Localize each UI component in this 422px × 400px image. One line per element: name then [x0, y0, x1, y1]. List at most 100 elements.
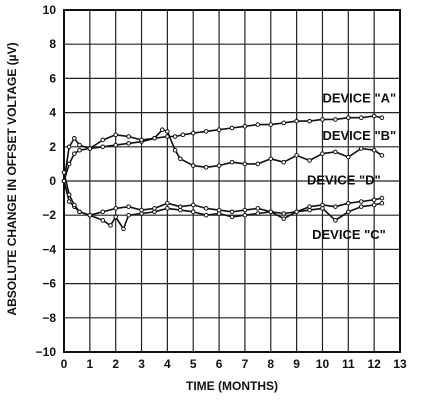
data-point [139, 137, 144, 143]
data-point [333, 149, 338, 155]
series-label: DEVICE "B" [322, 128, 396, 143]
data-point [172, 134, 178, 139]
data-point [281, 211, 286, 216]
data-point [165, 200, 170, 206]
series-label: DEVICE "C" [312, 227, 386, 242]
data-point [268, 156, 274, 162]
data-point [281, 159, 286, 165]
data-point [72, 135, 77, 141]
data-point [121, 226, 126, 232]
data-point [100, 209, 106, 215]
data-point [307, 118, 312, 124]
data-point [203, 129, 209, 134]
x-axis-label: TIME (MONTHS) [186, 379, 278, 393]
y-tick-label: −2 [42, 208, 56, 222]
data-point [180, 132, 186, 138]
data-point [87, 212, 93, 218]
data-point [190, 202, 196, 208]
data-point [358, 204, 364, 209]
data-point [379, 200, 385, 206]
x-tick-label: 0 [61, 357, 68, 371]
data-point [229, 159, 235, 165]
data-point [77, 147, 82, 153]
x-tick-label: 3 [138, 357, 145, 371]
series-layer [61, 113, 385, 232]
data-point [66, 144, 72, 150]
data-point [108, 223, 113, 228]
series-labels: DEVICE "A" DEVICE "B" DEVICE "C" DEVICE "D" [307, 90, 396, 242]
data-point [190, 209, 196, 215]
data-point [333, 204, 338, 209]
x-tick-label: 12 [367, 357, 381, 371]
data-point [242, 161, 248, 167]
data-point [358, 146, 364, 151]
data-point [371, 197, 377, 203]
data-point [126, 134, 131, 139]
data-point [333, 218, 338, 223]
data-point [165, 206, 170, 211]
data-point [346, 200, 351, 206]
data-point [320, 202, 325, 208]
data-point [178, 204, 183, 209]
y-tick-label: −6 [42, 277, 56, 291]
y-tick-label: 8 [49, 37, 56, 51]
data-point [100, 144, 106, 150]
series-line [63, 180, 383, 230]
y-tick-label: −8 [42, 311, 56, 325]
data-point [281, 120, 286, 126]
data-point [159, 127, 165, 132]
data-point [320, 117, 325, 122]
data-point [66, 192, 72, 197]
data-point [255, 206, 261, 211]
data-point [294, 118, 299, 124]
data-point [66, 161, 72, 167]
x-tick-label: 4 [164, 357, 171, 371]
data-point [72, 202, 77, 208]
data-point [229, 125, 235, 131]
data-point [294, 209, 299, 215]
data-point [113, 142, 118, 148]
data-point [172, 147, 178, 153]
y-tick-label: 2 [49, 140, 56, 154]
data-point [242, 123, 248, 129]
data-point [126, 204, 131, 209]
y-tick-label: 6 [49, 71, 56, 85]
series-d [61, 170, 385, 221]
data-point [152, 135, 157, 141]
data-point [371, 147, 377, 153]
y-tick-label: 0 [49, 174, 56, 188]
data-point [203, 165, 209, 170]
data-point [229, 209, 235, 215]
data-point [203, 212, 209, 218]
data-point [307, 204, 312, 209]
data-point [358, 115, 364, 121]
data-point [255, 122, 261, 127]
x-tick-label: 8 [267, 357, 274, 371]
data-point [379, 115, 385, 121]
data-point [77, 209, 82, 215]
x-tick-label: 5 [190, 357, 197, 371]
series-a [61, 113, 385, 184]
y-tick-label: −4 [42, 242, 56, 256]
series-label: DEVICE "A" [322, 90, 396, 105]
data-point [281, 216, 286, 221]
series-label: DEVICE "D" [307, 172, 381, 187]
data-point [358, 199, 364, 204]
data-point [242, 212, 248, 218]
data-point [229, 214, 235, 220]
series-b [61, 127, 385, 184]
x-tick-label: 7 [242, 357, 249, 371]
data-point [216, 207, 222, 213]
data-point [113, 132, 118, 138]
series-line [63, 172, 383, 220]
data-point [216, 163, 222, 168]
data-point [152, 206, 157, 211]
data-point [100, 137, 106, 143]
data-point [268, 122, 274, 127]
data-point [113, 214, 118, 220]
data-point [333, 117, 338, 122]
data-point [190, 130, 196, 136]
data-point [307, 158, 312, 163]
